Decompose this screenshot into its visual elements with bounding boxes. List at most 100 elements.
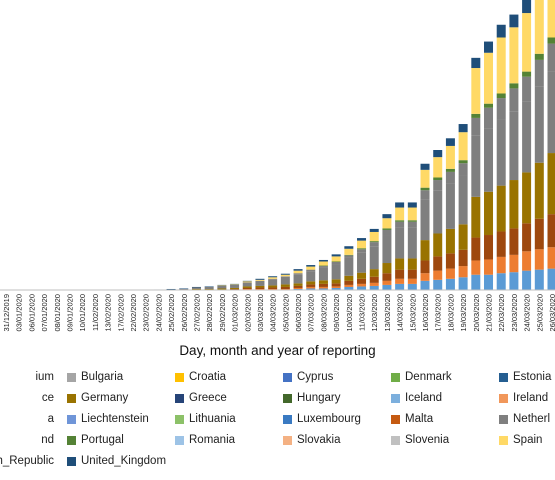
legend-item: nd: [0, 434, 54, 448]
bar-segment: [293, 287, 303, 289]
bar-segment: [433, 256, 443, 271]
bar-segment: [318, 267, 328, 281]
bar-segment: [433, 157, 443, 178]
bar-segment: [458, 266, 468, 278]
legend-label: Spain: [513, 434, 543, 446]
bar-segment: [255, 278, 265, 280]
legend-item: Estonia: [499, 371, 555, 385]
bar-segment: [255, 285, 265, 288]
bar-segment: [357, 278, 367, 284]
x-tick-label: 11/02/2020: [91, 294, 100, 331]
x-tick-label: 28/02/2020: [205, 294, 214, 332]
x-tick-label: 25/02/2020: [167, 294, 176, 332]
x-tick-label: 21/03/2020: [485, 294, 494, 332]
x-tick-label: 03/03/2020: [256, 294, 265, 332]
bar-segment: [407, 207, 417, 221]
bar-segment: [509, 111, 519, 181]
bar-segment: [445, 253, 455, 269]
legend-item: Luxembourg: [283, 413, 388, 427]
legend-item: Slovenia: [391, 434, 496, 448]
bar-segment: [484, 259, 494, 275]
legend-item: Cyprus: [283, 371, 388, 385]
x-tick-label: 05/03/2020: [281, 294, 290, 332]
legend-swatch: [391, 373, 400, 382]
bar-segment: [382, 273, 392, 281]
legend-swatch: [67, 415, 76, 424]
bar-segment: [407, 283, 417, 290]
bar-segment: [268, 285, 278, 288]
bar-segment: [433, 190, 443, 234]
x-tick-label: 16/03/2020: [421, 294, 430, 332]
bar-segment: [369, 276, 379, 283]
bar-segment: [496, 231, 506, 257]
bar-segment: [534, 269, 544, 290]
legend-label: Croatia: [189, 371, 227, 383]
bar-segment: [445, 168, 455, 172]
bar-segment: [357, 283, 367, 287]
bar-segment: [255, 287, 265, 289]
legend-label: Greece: [189, 392, 227, 404]
bar-segment: [369, 285, 379, 290]
legend-swatch: [391, 436, 400, 445]
legend-item: Bulgaria: [67, 371, 172, 385]
bar-segment: [217, 288, 227, 290]
bar-segment: [179, 288, 189, 289]
x-tick-label: 27/02/2020: [192, 294, 201, 332]
bar-segment: [509, 88, 519, 112]
x-tick-label: 11/03/2020: [358, 294, 367, 331]
legend-label: Luxembourg: [297, 413, 361, 425]
bar-segment: [496, 24, 506, 38]
legend-item: Malta: [391, 413, 496, 427]
x-tick-labels: 31/12/2019 03/01/2020 06/01/2020 07/01/2020…: [2, 294, 555, 332]
legend-swatch: [283, 394, 292, 403]
bar-segment: [534, 53, 544, 60]
bar-segment: [471, 68, 481, 114]
bar-segment: [204, 286, 214, 289]
bar-segment: [293, 283, 303, 286]
legend-item: ce: [0, 392, 54, 406]
bar-segment: [369, 246, 379, 270]
bar-segment: [382, 228, 392, 230]
legend-label: Netherl: [513, 413, 551, 425]
x-tick-label: 22/02/2020: [129, 294, 138, 332]
bar-segment: [522, 13, 532, 72]
x-tick-label: 22/03/2020: [497, 294, 506, 332]
bar-segment: [344, 280, 354, 285]
bar-segment: [293, 270, 303, 274]
legend-swatch: [175, 394, 184, 403]
bar-segment: [191, 288, 201, 290]
x-tick-label: 06/01/2020: [27, 294, 36, 332]
bar-segment: [230, 288, 240, 290]
legend-label: Estonia: [513, 371, 552, 383]
bar-segment: [420, 169, 430, 188]
bar-segment: [458, 175, 468, 225]
legend-swatch: [67, 373, 76, 382]
bar-segment: [318, 283, 328, 287]
bar-segment: [547, 43, 555, 72]
bar-segment: [547, 214, 555, 248]
bar-segment: [242, 280, 252, 282]
bar-segment: [344, 248, 354, 255]
bar-segment: [306, 281, 316, 285]
bar-segment: [357, 252, 367, 273]
bar-segment: [395, 269, 405, 279]
legend-label: Malta: [405, 413, 434, 425]
bar-segment: [522, 76, 532, 102]
legend-label: ce: [41, 392, 54, 404]
bar-segment: [331, 256, 341, 262]
bar-segment: [458, 277, 468, 290]
x-tick-label: 20/03/2020: [472, 294, 481, 332]
bar-segment: [433, 177, 443, 181]
bar-segment: [280, 286, 290, 289]
legend-item: Ireland: [499, 392, 555, 406]
bar-segment: [547, 71, 555, 154]
bar-segment: [420, 199, 430, 241]
x-tick-label: 26/03/2020: [548, 294, 555, 332]
bar-segment: [395, 220, 405, 222]
x-tick-label: 07/03/2020: [307, 294, 316, 332]
legend-label: a: [47, 413, 54, 425]
legend-item: Portugal: [67, 434, 172, 448]
x-tick-label: 01/03/2020: [231, 294, 240, 332]
bar-segment: [395, 221, 405, 228]
bar-segment: [433, 279, 443, 290]
